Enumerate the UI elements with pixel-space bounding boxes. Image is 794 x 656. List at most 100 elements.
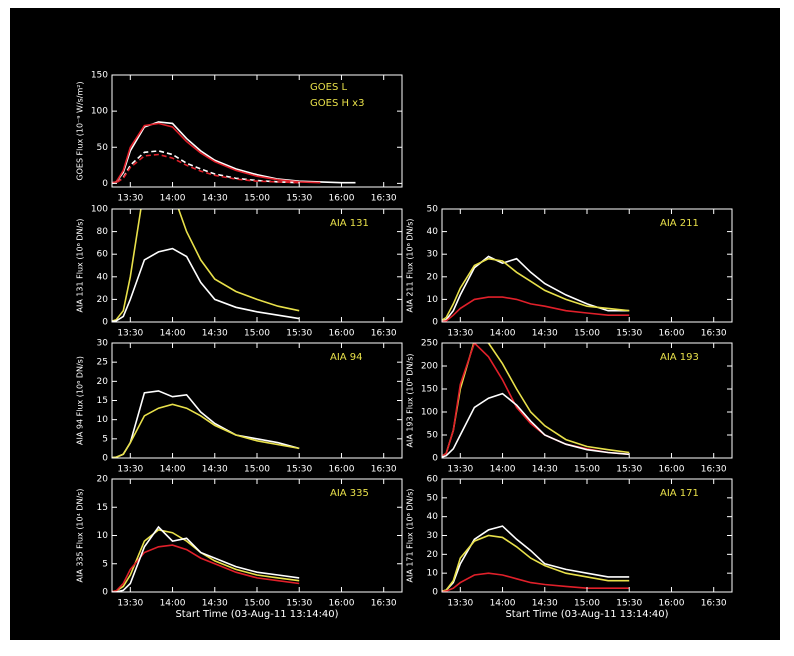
y-tick-label: 60 bbox=[427, 475, 439, 485]
x-tick-label: 14:30 bbox=[202, 465, 228, 475]
y-axis-label: AIA 94 Flux (10⁶ DN/s) bbox=[76, 356, 85, 445]
series-line bbox=[112, 403, 300, 458]
annotation: AIA 131 bbox=[330, 218, 369, 229]
x-tick-label: 14:00 bbox=[160, 465, 186, 475]
y-tick-label: 50 bbox=[427, 205, 439, 215]
x-tick-label: 15:30 bbox=[286, 599, 312, 609]
x-tick-label: 16:00 bbox=[328, 465, 354, 475]
x-tick-label: 13:30 bbox=[117, 599, 143, 609]
y-tick-label: 10 bbox=[97, 415, 109, 425]
y-tick-label: 20 bbox=[427, 550, 439, 560]
x-tick-label: 16:00 bbox=[658, 465, 684, 475]
legend-entry: GOES L bbox=[310, 82, 347, 93]
series-line bbox=[112, 122, 321, 184]
y-tick-label: 30 bbox=[427, 250, 439, 260]
y-tick-label: 20 bbox=[97, 295, 109, 305]
x-tick-label: 16:30 bbox=[701, 465, 727, 475]
y-axis-label: AIA 171 Flux (10⁶ DN/s) bbox=[406, 488, 415, 582]
y-tick-label: 0 bbox=[102, 588, 108, 598]
y-tick-label: 15 bbox=[97, 396, 108, 406]
x-tick-label: 16:00 bbox=[328, 599, 354, 609]
y-tick-label: 100 bbox=[421, 408, 438, 418]
annotation: AIA 335 bbox=[330, 488, 369, 499]
y-tick-label: 10 bbox=[427, 569, 439, 579]
x-tick-label: 13:30 bbox=[447, 329, 473, 339]
x-tick-label: 16:00 bbox=[328, 194, 354, 204]
y-tick-label: 15 bbox=[97, 503, 108, 513]
x-tick-label: 13:30 bbox=[447, 599, 473, 609]
y-tick-label: 200 bbox=[421, 362, 438, 372]
y-tick-label: 0 bbox=[102, 179, 108, 189]
series-line bbox=[112, 153, 300, 184]
x-tick-label: 14:00 bbox=[160, 599, 186, 609]
y-axis-label: GOES Flux (10⁻⁹ W/s/m²) bbox=[76, 81, 85, 180]
x-tick-label: 14:30 bbox=[202, 599, 228, 609]
x-tick-label: 15:30 bbox=[616, 329, 642, 339]
x-tick-label: 15:00 bbox=[244, 194, 270, 204]
y-tick-label: 40 bbox=[427, 227, 439, 237]
y-tick-label: 50 bbox=[427, 431, 439, 441]
y-tick-label: 250 bbox=[421, 339, 438, 349]
annotation: AIA 211 bbox=[660, 218, 699, 229]
y-axis-label: AIA 193 Flux (10⁶ DN/s) bbox=[406, 353, 415, 447]
y-tick-label: 20 bbox=[97, 377, 109, 387]
x-tick-label: 16:30 bbox=[701, 329, 727, 339]
x-tick-label: 14:00 bbox=[490, 599, 516, 609]
x-tick-label: 16:30 bbox=[371, 194, 397, 204]
annotation: AIA 171 bbox=[660, 488, 699, 499]
x-tick-label: 15:30 bbox=[286, 194, 312, 204]
series-line bbox=[442, 257, 630, 322]
x-tick-label: 15:30 bbox=[616, 465, 642, 475]
x-tick-label: 13:30 bbox=[117, 194, 143, 204]
series-line bbox=[112, 525, 300, 592]
x-tick-label: 16:30 bbox=[701, 599, 727, 609]
x-tick-label: 14:30 bbox=[202, 194, 228, 204]
y-tick-label: 150 bbox=[421, 385, 438, 395]
y-tick-label: 30 bbox=[427, 531, 439, 541]
y-tick-label: 40 bbox=[97, 272, 109, 282]
x-tick-label: 15:00 bbox=[244, 465, 270, 475]
x-tick-label: 15:30 bbox=[616, 599, 642, 609]
x-tick-label: 14:00 bbox=[160, 194, 186, 204]
y-tick-label: 100 bbox=[91, 107, 108, 117]
series-line bbox=[112, 209, 300, 322]
x-tick-label: 15:00 bbox=[574, 465, 600, 475]
series-line bbox=[442, 255, 630, 322]
x-tick-label: 14:30 bbox=[202, 329, 228, 339]
x-tick-label: 16:30 bbox=[371, 329, 397, 339]
x-tick-label: 13:30 bbox=[117, 329, 143, 339]
y-tick-label: 50 bbox=[427, 493, 439, 503]
x-tick-label: 15:30 bbox=[286, 465, 312, 475]
series-line bbox=[112, 247, 300, 322]
y-tick-label: 150 bbox=[91, 71, 108, 81]
series-line bbox=[442, 572, 630, 592]
y-tick-label: 30 bbox=[97, 339, 109, 349]
y-tick-label: 5 bbox=[102, 559, 108, 569]
background bbox=[10, 8, 780, 640]
y-axis-label: AIA 131 Flux (10⁶ DN/s) bbox=[76, 218, 85, 312]
x-axis-label: Start Time (03-Aug-11 13:14:40) bbox=[505, 609, 668, 620]
x-tick-label: 14:00 bbox=[160, 329, 186, 339]
x-tick-label: 16:30 bbox=[371, 465, 397, 475]
y-tick-label: 20 bbox=[427, 272, 439, 282]
y-tick-label: 0 bbox=[102, 454, 108, 464]
y-tick-label: 50 bbox=[97, 143, 109, 153]
x-axis-label: Start Time (03-Aug-11 13:14:40) bbox=[175, 609, 338, 620]
legend-entry: GOES H x3 bbox=[310, 98, 364, 109]
x-tick-label: 14:30 bbox=[532, 465, 558, 475]
x-tick-label: 15:00 bbox=[244, 599, 270, 609]
y-tick-label: 0 bbox=[432, 318, 438, 328]
y-axis-label: AIA 211 Flux (10⁶ DN/s) bbox=[406, 218, 415, 312]
y-tick-label: 20 bbox=[97, 475, 109, 485]
annotation: AIA 94 bbox=[330, 352, 363, 363]
x-tick-label: 16:00 bbox=[328, 329, 354, 339]
x-tick-label: 14:00 bbox=[490, 329, 516, 339]
y-tick-label: 25 bbox=[97, 358, 108, 368]
y-tick-label: 5 bbox=[102, 434, 108, 444]
y-tick-label: 40 bbox=[427, 512, 439, 522]
y-tick-label: 0 bbox=[432, 588, 438, 598]
x-tick-label: 14:30 bbox=[532, 329, 558, 339]
y-tick-label: 10 bbox=[97, 531, 109, 541]
x-tick-label: 13:30 bbox=[447, 465, 473, 475]
